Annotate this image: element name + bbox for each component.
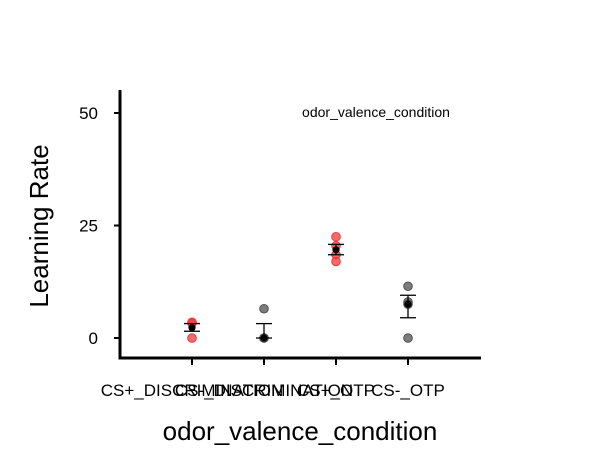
y-tick-label: 50 xyxy=(79,104,98,123)
mean-marker xyxy=(404,300,412,308)
mean-marker xyxy=(332,246,340,254)
data-point xyxy=(403,281,413,292)
legend-title: odor_valence_condition xyxy=(302,104,450,120)
x-tick-label: CS+_DISCRIMINATION xyxy=(101,381,283,400)
data-marks xyxy=(184,231,416,343)
data-point xyxy=(259,303,269,314)
data-point xyxy=(187,333,197,343)
y-axis-label: Learning Rate xyxy=(24,144,54,307)
x-tick-label: CS-_DISCRIMINATION xyxy=(175,381,353,400)
axes: 0 25 50 CS+_DISCRIMINATIONCS-_DISCRIMINATIO… xyxy=(79,90,481,400)
data-point xyxy=(331,231,341,242)
data-point xyxy=(403,333,413,343)
y-tick-label: 25 xyxy=(79,217,98,236)
x-tick-label: CS-_OTP xyxy=(371,381,445,400)
mean-marker xyxy=(260,334,268,342)
x-axis-label: odor_valence_condition xyxy=(163,416,438,446)
mean-marker xyxy=(188,324,196,332)
x-tick-label: CS+_OTP xyxy=(297,381,375,400)
y-tick-label: 0 xyxy=(89,329,98,348)
